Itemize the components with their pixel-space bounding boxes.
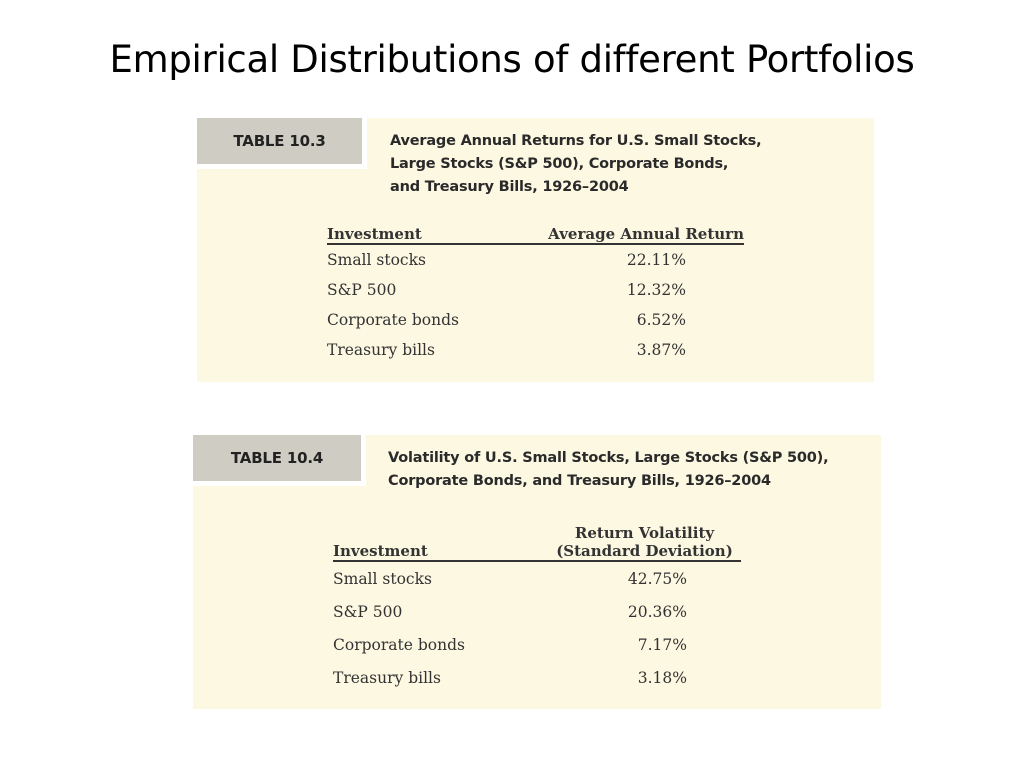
column-header-investment: Investment [333, 515, 548, 562]
caption-line: Corporate Bonds, and Treasury Bills, 192… [388, 473, 771, 489]
table-row: Treasury bills 3.18% [333, 661, 741, 694]
cell-investment: Corporate bonds [327, 311, 459, 329]
cell-investment: Corporate bonds [333, 635, 465, 654]
caption-line: Volatility of U.S. Small Stocks, Large S… [388, 450, 829, 466]
tag-separator [362, 118, 367, 169]
table-row: S&P 500 12.32% [327, 275, 744, 305]
cell-value: 22.11% [626, 251, 686, 269]
tag-separator [197, 164, 367, 169]
table-row: Small stocks 22.11% [327, 244, 744, 275]
table-header-row: Investment Return Volatility (Standard D… [333, 515, 741, 562]
cell-value: 3.87% [636, 341, 686, 359]
cell-investment: Treasury bills [327, 341, 435, 359]
caption-line: Average Annual Returns for U.S. Small St… [390, 133, 762, 149]
header-line: (Standard Deviation) [556, 542, 733, 560]
table-10-4-panel: TABLE 10.4 Volatility of U.S. Small Stoc… [193, 435, 881, 709]
table-10-4: Investment Return Volatility (Standard D… [333, 515, 741, 694]
column-header-investment: Investment [327, 218, 547, 245]
cell-investment: Treasury bills [333, 668, 441, 687]
cell-value: 7.17% [637, 635, 687, 654]
table-header-row: Investment Average Annual Return [327, 218, 744, 245]
column-header-return-volatility: Return Volatility (Standard Deviation) [548, 515, 741, 562]
cell-value: 3.18% [637, 668, 687, 687]
table-10-3: Investment Average Annual Return Small s… [327, 218, 744, 365]
cell-investment: S&P 500 [333, 602, 403, 621]
table-row: S&P 500 20.36% [333, 595, 741, 628]
tag-separator [361, 435, 366, 486]
table-row: Corporate bonds 7.17% [333, 628, 741, 661]
cell-value: 6.52% [636, 311, 686, 329]
header-line: Return Volatility [574, 524, 715, 542]
cell-investment: Small stocks [327, 251, 426, 269]
table-10-4-caption: Volatility of U.S. Small Stocks, Large S… [388, 447, 868, 493]
cell-investment: S&P 500 [327, 281, 397, 299]
slide-title: Empirical Distributions of different Por… [109, 38, 915, 81]
column-header-average-annual-return: Average Annual Return [547, 218, 744, 245]
table-10-3-panel: TABLE 10.3 Average Annual Returns for U.… [197, 118, 874, 382]
table-10-4-tag: TABLE 10.4 [193, 435, 361, 481]
tag-separator [193, 481, 366, 486]
table-row: Small stocks 42.75% [333, 561, 741, 595]
cell-value: 42.75% [627, 569, 687, 588]
table-row: Corporate bonds 6.52% [327, 305, 744, 335]
table-10-3-caption: Average Annual Returns for U.S. Small St… [390, 130, 860, 199]
cell-investment: Small stocks [333, 569, 432, 588]
cell-value: 20.36% [627, 602, 687, 621]
table-row: Treasury bills 3.87% [327, 335, 744, 365]
cell-value: 12.32% [626, 281, 686, 299]
caption-line: Large Stocks (S&P 500), Corporate Bonds, [390, 156, 729, 172]
table-10-3-tag: TABLE 10.3 [197, 118, 362, 164]
caption-line: and Treasury Bills, 1926–2004 [390, 179, 629, 195]
